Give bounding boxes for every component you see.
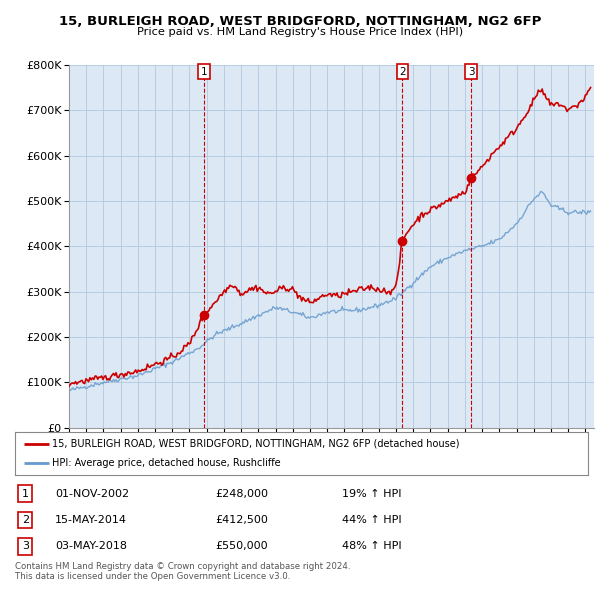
Text: This data is licensed under the Open Government Licence v3.0.: This data is licensed under the Open Gov… [15, 572, 290, 581]
Text: Contains HM Land Registry data © Crown copyright and database right 2024.: Contains HM Land Registry data © Crown c… [15, 562, 350, 571]
Text: 01-NOV-2002: 01-NOV-2002 [55, 489, 129, 499]
Text: 15-MAY-2014: 15-MAY-2014 [55, 515, 127, 525]
Text: 2: 2 [399, 67, 406, 77]
Text: 44% ↑ HPI: 44% ↑ HPI [341, 515, 401, 525]
Text: HPI: Average price, detached house, Rushcliffe: HPI: Average price, detached house, Rush… [52, 458, 281, 468]
Text: Price paid vs. HM Land Registry's House Price Index (HPI): Price paid vs. HM Land Registry's House … [137, 27, 463, 37]
Text: £412,500: £412,500 [215, 515, 268, 525]
Text: 2: 2 [22, 515, 29, 525]
Text: 1: 1 [200, 67, 207, 77]
Text: 15, BURLEIGH ROAD, WEST BRIDGFORD, NOTTINGHAM, NG2 6FP: 15, BURLEIGH ROAD, WEST BRIDGFORD, NOTTI… [59, 15, 541, 28]
Text: 3: 3 [468, 67, 475, 77]
Text: £248,000: £248,000 [215, 489, 269, 499]
Text: £550,000: £550,000 [215, 542, 268, 552]
Text: 3: 3 [22, 542, 29, 552]
Text: 15, BURLEIGH ROAD, WEST BRIDGFORD, NOTTINGHAM, NG2 6FP (detached house): 15, BURLEIGH ROAD, WEST BRIDGFORD, NOTTI… [52, 439, 460, 449]
Text: 1: 1 [22, 489, 29, 499]
Text: 03-MAY-2018: 03-MAY-2018 [55, 542, 127, 552]
Text: 19% ↑ HPI: 19% ↑ HPI [341, 489, 401, 499]
Text: 48% ↑ HPI: 48% ↑ HPI [341, 542, 401, 552]
